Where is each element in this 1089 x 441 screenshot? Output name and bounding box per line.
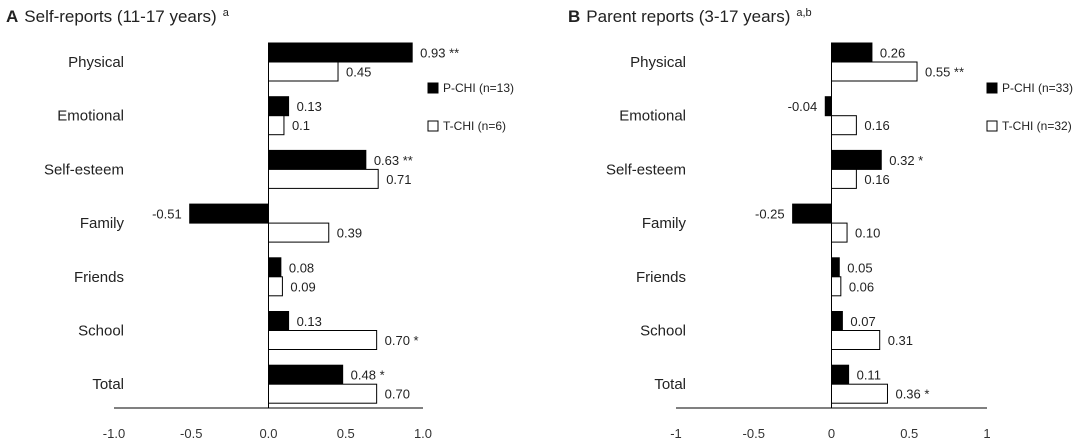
data-label: 0.06 [849, 279, 874, 294]
legend-swatch-t-chi [427, 120, 439, 132]
x-tick-label: 0.5 [337, 426, 355, 441]
category-label: Total [92, 376, 124, 393]
panel-title-superscript: a [223, 7, 230, 19]
bar-t-chi [831, 276, 842, 297]
bar-t-chi [268, 61, 339, 82]
data-label: 0.16 [864, 118, 889, 133]
panel-b: B Parent reports (3-17 years) a,b -1 -0.5 0 0.… [568, 7, 1073, 441]
x-tick-label: -1.0 [103, 426, 125, 441]
data-label: 0.07 [850, 314, 875, 329]
data-label: 0.09 [290, 279, 315, 294]
bar-p-chi [268, 149, 367, 170]
x-tick-label: 0.0 [259, 426, 277, 441]
data-label: 0.45 [346, 65, 371, 80]
panel-letter: B [568, 7, 580, 26]
x-tick-label: 0.5 [900, 426, 918, 441]
bar-t-chi [268, 115, 285, 136]
bar-p-chi [824, 96, 833, 117]
data-label: 0.13 [297, 99, 322, 114]
category-label: Emotional [619, 108, 686, 125]
data-label: -0.25 [755, 207, 785, 222]
category-label: Self-esteem [606, 161, 686, 178]
panel-title: B Parent reports (3-17 years) a,b [568, 7, 812, 26]
legend-swatch-t-chi [986, 120, 998, 132]
data-label: 0.55 ** [925, 65, 964, 80]
bar-p-chi [268, 364, 344, 385]
category-label: Friends [636, 269, 686, 286]
panel-title-text: Self-reports (11-17 years) [24, 7, 216, 26]
bar-p-chi [268, 42, 413, 63]
legend-label: T-CHI (n=32) [1002, 119, 1072, 133]
bar-p-chi [268, 311, 290, 331]
data-label: 0.11 [857, 368, 881, 383]
data-label: 0.71 [386, 172, 411, 187]
bar-t-chi [831, 168, 857, 189]
data-label: 0.48 * [351, 368, 385, 383]
category-label: Family [642, 215, 687, 232]
data-label: 0.05 [847, 260, 872, 275]
bar-t-chi [831, 330, 881, 350]
bar-t-chi [268, 276, 283, 297]
data-label: 0.70 [385, 387, 410, 402]
data-label: 0.10 [855, 226, 880, 241]
legend-label: P-CHI (n=13) [443, 81, 514, 95]
bar-p-chi [268, 96, 290, 117]
data-label: 0.36 * [895, 387, 929, 402]
category-label: Family [80, 215, 125, 232]
bar-t-chi [268, 222, 330, 243]
data-label: 0.1 [292, 118, 310, 133]
data-label: 0.70 * [385, 333, 419, 348]
bar-t-chi [268, 330, 378, 350]
bar-t-chi [268, 383, 378, 404]
x-tick-label: -1 [670, 426, 682, 441]
bar-p-chi [189, 203, 269, 224]
bar-t-chi [831, 222, 848, 243]
category-label: Total [654, 376, 686, 393]
bar-p-chi [831, 364, 850, 385]
category-label: School [78, 323, 124, 340]
bar-t-chi [268, 168, 379, 189]
legend-swatch-p-chi [986, 82, 998, 94]
x-tick-label: -0.5 [743, 426, 765, 441]
x-tick-label: 0 [828, 426, 835, 441]
category-label: Physical [630, 54, 686, 71]
data-label: 0.26 [880, 46, 905, 61]
bar-p-chi [268, 257, 282, 278]
category-label: Self-esteem [44, 161, 124, 178]
panel-title-superscript: a,b [796, 7, 811, 19]
data-label: 0.31 [888, 333, 913, 348]
bar-t-chi [831, 61, 918, 82]
panel-letter: A [6, 7, 18, 26]
bar-p-chi [831, 149, 882, 170]
x-tick-label: 1.0 [414, 426, 432, 441]
category-label: Emotional [57, 108, 124, 125]
panel-title: A Self-reports (11-17 years) a [6, 7, 230, 26]
category-label: School [640, 323, 686, 340]
category-label: Friends [74, 269, 124, 286]
data-label: 0.13 [297, 314, 322, 329]
bar-t-chi [831, 383, 888, 404]
bar-p-chi [792, 203, 832, 224]
bar-t-chi [831, 115, 857, 136]
data-label: 0.93 ** [420, 46, 459, 61]
data-label: 0.63 ** [374, 153, 413, 168]
bar-p-chi [831, 42, 873, 63]
data-label: -0.51 [152, 207, 182, 222]
bar-p-chi [831, 311, 843, 331]
panel-title-text: Parent reports (3-17 years) [586, 7, 790, 26]
bar-p-chi [831, 257, 840, 278]
category-label: Physical [68, 54, 124, 71]
data-label: -0.04 [788, 99, 818, 114]
data-label: 0.32 * [889, 153, 923, 168]
legend-swatch-p-chi [427, 82, 439, 94]
legend-label: T-CHI (n=6) [443, 119, 506, 133]
data-label: 0.08 [289, 260, 314, 275]
legend-label: P-CHI (n=33) [1002, 81, 1073, 95]
data-label: 0.16 [864, 172, 889, 187]
data-label: 0.39 [337, 226, 362, 241]
panel-a: A Self-reports (11-17 years) a -1.0 -0.5 0.0 0… [6, 7, 514, 441]
x-tick-label: 1 [983, 426, 990, 441]
x-tick-label: -0.5 [180, 426, 202, 441]
